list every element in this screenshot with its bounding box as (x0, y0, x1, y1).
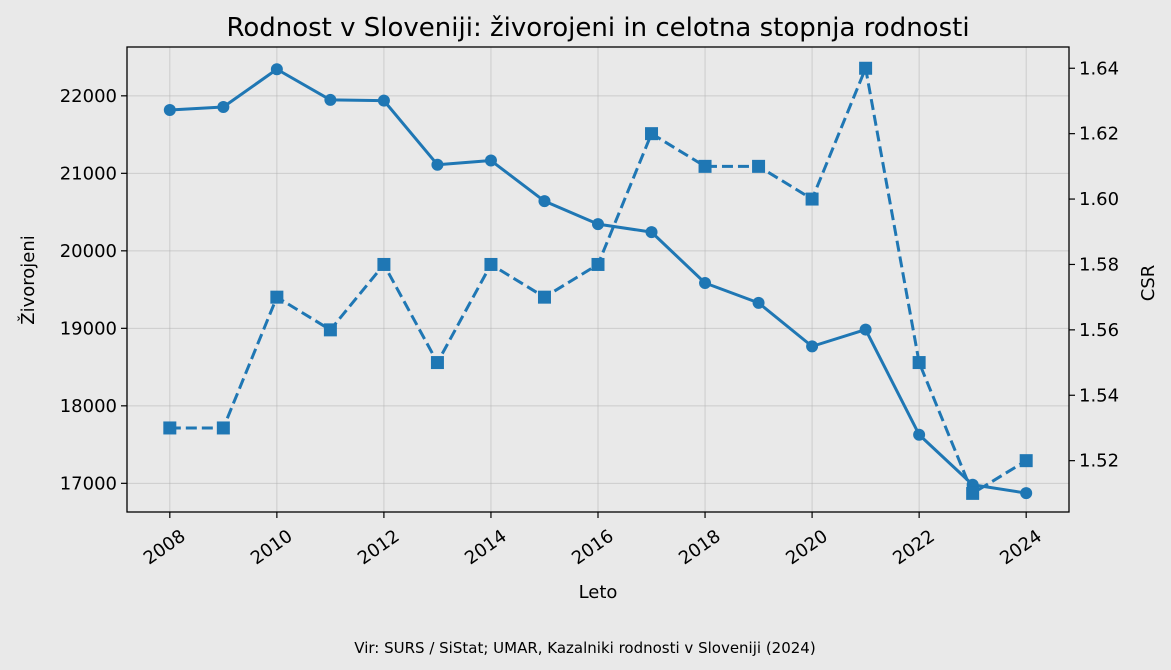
tfr-data-point (805, 192, 819, 206)
tfr-data-point (270, 290, 284, 304)
births-data-point (163, 104, 176, 117)
births-data-point (484, 154, 497, 167)
y-right-tick-label: 1.60 (1079, 189, 1119, 210)
tfr-data-point (323, 323, 337, 337)
births-data-point (645, 226, 658, 239)
y-left-tick-label: 20000 (60, 241, 117, 262)
series-layer (163, 61, 1033, 500)
births-data-point (859, 323, 872, 336)
births-data-point (913, 428, 926, 441)
tfr-data-point (1019, 454, 1033, 468)
chart-title: Rodnost v Sloveniji: živorojeni in celot… (226, 13, 969, 43)
births-data-point (538, 195, 551, 208)
births-data-point (592, 218, 604, 231)
y-right-tick-label: 1.62 (1079, 124, 1119, 145)
births-data-point (752, 296, 765, 309)
tfr-data-point (484, 257, 498, 271)
y-right-tick-label: 1.64 (1079, 58, 1119, 79)
y-left-tick-label: 22000 (60, 86, 117, 107)
y-left-tick-label: 18000 (60, 396, 117, 417)
births-data-point (324, 93, 337, 106)
tfr-data-point (859, 61, 873, 75)
tfr-data-point (912, 356, 926, 370)
y-right-tick-label: 1.54 (1079, 385, 1119, 406)
births-data-point (699, 276, 712, 289)
tfr-data-point (645, 127, 659, 141)
tfr-data-point (216, 421, 230, 435)
births-data-point (806, 340, 819, 353)
y-right-tick-label: 1.52 (1079, 451, 1119, 472)
y-left-tick-label: 17000 (60, 473, 117, 494)
y-right-tick-label: 1.56 (1079, 320, 1119, 341)
x-axis-label: Leto (579, 582, 618, 603)
tfr-data-point (430, 356, 444, 370)
source-note: Vir: SURS / SiStat; UMAR, Kazalniki rodn… (354, 639, 815, 657)
tfr-data-point (966, 486, 980, 500)
y-axis-left-label: Živorojeni (17, 235, 39, 325)
births-data-point (1020, 487, 1033, 500)
births-data-point (217, 100, 230, 113)
tfr-data-point (591, 257, 605, 271)
tfr-data-point (752, 159, 766, 173)
births-data-point (270, 63, 283, 76)
y-left-tick-label: 19000 (60, 318, 117, 339)
y-right-tick-label: 1.58 (1079, 254, 1119, 275)
births-data-point (377, 94, 390, 107)
y-left-tick-label: 21000 (60, 163, 117, 184)
births-data-point (431, 158, 444, 171)
tfr-data-point (377, 257, 391, 271)
tfr-data-point (163, 421, 177, 435)
tfr-data-point (537, 290, 551, 304)
y-axis-right-label: CSR (1138, 265, 1159, 302)
tfr-data-point (698, 159, 712, 173)
